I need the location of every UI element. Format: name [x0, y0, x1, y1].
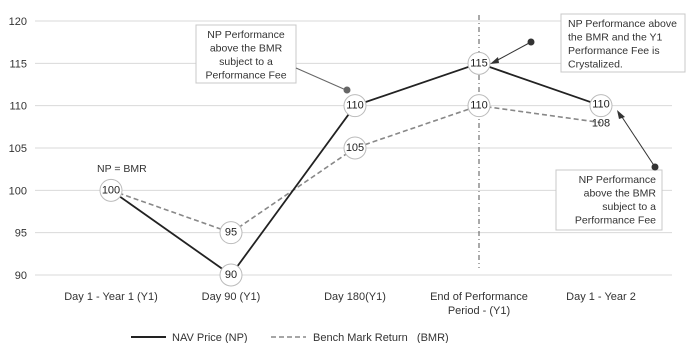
y-tick-label: 105 — [9, 143, 27, 155]
callout-1-connector — [295, 67, 347, 91]
callout-2-connector — [493, 41, 532, 63]
callout-box — [195, 24, 297, 84]
data-label: 95 — [225, 227, 237, 239]
data-point — [219, 221, 243, 245]
y-axis-ticks: 90 95 100 105 110 115 120 — [9, 16, 27, 282]
np-equals-bmr-label: NP = BMR — [97, 163, 147, 175]
series-layer: 95 105 110 108 100 90 110 115 110 — [99, 51, 613, 287]
bmr-series-line — [110, 104, 602, 234]
data-label: 90 — [225, 269, 237, 281]
data-label: 110 — [592, 99, 610, 111]
callout-text: NP Performance above the BMR and the Y1 Pe… — [568, 18, 677, 71]
callout-3-dot — [651, 163, 659, 171]
x-tick-label: Day 1 - Year 2 — [566, 291, 636, 303]
data-label: 110 — [346, 100, 364, 112]
data-point — [343, 94, 367, 118]
data-label: 105 — [346, 142, 364, 154]
data-label: 110 — [470, 100, 488, 112]
x-tick-label: End of Performance Period - (Y1) — [430, 291, 528, 317]
x-tick-label: Day 180(Y1) — [324, 291, 386, 303]
callout-box — [560, 13, 686, 73]
callout-3-connector — [619, 113, 656, 168]
legend: NAV Price (NP) Bench Mark Return (BMR) — [131, 332, 449, 343]
y-tick-label: 115 — [9, 58, 27, 70]
data-point — [219, 263, 243, 287]
y-tick-label: 90 — [15, 270, 27, 282]
x-tick-label: Day 90 (Y1) — [202, 291, 261, 303]
data-label: 100 — [102, 184, 120, 196]
y-tick-label: 110 — [9, 101, 27, 113]
data-point — [467, 51, 491, 75]
y-tick-label: 95 — [15, 228, 27, 240]
callout-box-2: NP Performance above the BMR and the Y1 Pe… — [560, 13, 686, 73]
y-tick-label: 100 — [9, 185, 27, 197]
legend-label-np: NAV Price (NP) — [172, 332, 248, 343]
callout-2-dot — [527, 38, 535, 46]
callout-1-dot — [343, 86, 351, 94]
y-tick-label: 120 — [9, 16, 27, 28]
data-label: 115 — [470, 57, 488, 69]
data-point — [467, 94, 491, 118]
legend-label-bmr: Bench Mark Return (BMR) — [313, 332, 449, 343]
data-label: 108 — [592, 118, 610, 130]
data-point — [343, 136, 367, 160]
callout-box — [555, 169, 663, 231]
data-point — [589, 94, 613, 118]
x-tick-label: Day 1 - Year 1 (Y1) — [64, 291, 158, 303]
callouts: NP = BMR NP Performance above the BMR subje… — [97, 13, 686, 231]
data-point — [99, 178, 123, 202]
callout-2-arrowhead — [490, 57, 499, 64]
x-axis-ticks: Day 1 - Year 1 (Y1) Day 90 (Y1) Day 180(Y1… — [64, 291, 636, 317]
callout-3-arrowhead — [617, 110, 625, 119]
